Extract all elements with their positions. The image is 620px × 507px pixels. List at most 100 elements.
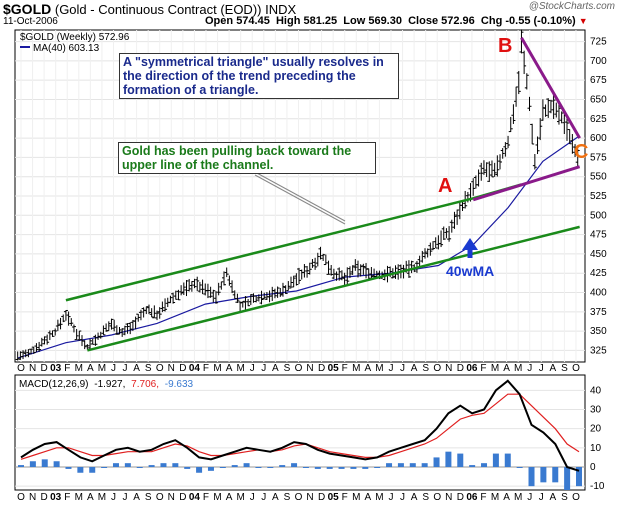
x-tick-label: 05 [328, 363, 340, 374]
x-tick-label: 03 [50, 363, 62, 374]
macd-x-tick-label: M [491, 492, 499, 503]
x-tick-label: D [41, 363, 48, 374]
macd-y-tick: 40 [590, 385, 602, 396]
macd-x-tick-label: J [250, 492, 255, 503]
macd-x-tick-label: N [306, 492, 313, 503]
price-y-tick: 550 [590, 172, 607, 183]
x-tick-label: F [64, 363, 70, 374]
channel-lower-line [87, 225, 580, 352]
macd-y-tick: -10 [590, 481, 605, 492]
price-y-tick: 350 [590, 326, 607, 337]
ma-arrow-head [462, 238, 478, 250]
macd-y-tick: 20 [590, 424, 602, 435]
x-tick-label: N [306, 363, 313, 374]
macd-histogram-bar [124, 463, 131, 467]
macd-histogram-bar [172, 463, 179, 467]
macd-x-tick-label: J [527, 492, 532, 503]
x-tick-label: O [17, 363, 25, 374]
macd-x-tick-label: F [64, 492, 70, 503]
price-y-tick: 400 [590, 288, 607, 299]
macd-histogram-bar [243, 463, 250, 467]
x-tick-label: M [213, 363, 221, 374]
macd-x-tick-label: N [168, 492, 175, 503]
macd-histogram-bar [136, 467, 143, 468]
macd-histogram-bar [492, 453, 499, 467]
x-tick-label: O [295, 363, 303, 374]
macd-histogram-bar [184, 467, 191, 469]
open-value: 574.45 [236, 15, 270, 27]
macd-x-tick-label: O [156, 492, 164, 503]
x-tick-label: M [352, 363, 360, 374]
macd-y-tick: 10 [590, 443, 602, 454]
macd-x-tick-label: 05 [328, 492, 340, 503]
x-tick-label: D [318, 363, 325, 374]
macd-histogram-bar [576, 467, 582, 487]
macd-histogram-bar [101, 467, 108, 468]
macd-x-tick-label: S [284, 492, 291, 503]
macd-x-tick-label: M [237, 492, 245, 503]
x-tick-label: F [203, 363, 209, 374]
x-tick-label: J [539, 363, 544, 374]
price-y-tick: 500 [590, 210, 607, 221]
price-y-tick: 725 [590, 37, 607, 48]
price-y-tick: 425 [590, 268, 607, 279]
macd-histogram-bar [457, 453, 464, 467]
macd-x-tick-label: S [145, 492, 152, 503]
price-y-tick: 700 [590, 56, 607, 67]
channel-note-pointer-shadow [254, 174, 346, 225]
macd-x-tick-label: M [213, 492, 221, 503]
macd-histogram-bar [397, 463, 404, 467]
macd-label: MACD(12,26,9) [19, 379, 88, 390]
x-tick-label: S [284, 363, 291, 374]
macd-histogram-bar [219, 467, 226, 468]
channel-note: Gold has been pulling back toward the up… [118, 142, 376, 174]
macd-histogram-bar [65, 467, 72, 469]
high-value: 581.25 [303, 15, 338, 27]
macd-histogram-bar [279, 465, 286, 467]
macd-histogram-bar [196, 467, 203, 473]
signal-value: 7.706, [131, 379, 159, 390]
macd-histogram-bar [53, 461, 60, 467]
macd-histogram-bar [481, 463, 488, 467]
x-tick-label: J [400, 363, 405, 374]
macd-histogram-bar [302, 467, 309, 468]
macd-x-tick-label: M [375, 492, 383, 503]
macd-x-tick-label: J [111, 492, 116, 503]
x-tick-label: J [388, 363, 393, 374]
macd-x-tick-label: O [17, 492, 25, 503]
macd-histogram-bar [516, 467, 523, 468]
macd-line [20, 379, 580, 472]
macd-x-tick-label: F [342, 492, 348, 503]
macd-x-tick-label: A [411, 492, 418, 503]
macd-x-tick-label: O [433, 492, 441, 503]
macd-histogram-bar [386, 463, 393, 467]
x-tick-label: J [261, 363, 266, 374]
triangle-upper-line [520, 36, 581, 139]
low-label: Low [343, 15, 366, 27]
date-stamp: 11-Oct-2006 [3, 16, 58, 27]
x-tick-label: S [561, 363, 568, 374]
macd-x-tick-label: J [123, 492, 128, 503]
macd-histogram-bar [421, 463, 428, 467]
x-tick-label: N [29, 363, 36, 374]
macd-x-tick-label: A [365, 492, 372, 503]
macd-histogram-bar [564, 467, 571, 490]
macd-x-tick-label: M [352, 492, 360, 503]
chart-title: $GOLD (Gold - Continuous Contract (EOD))… [3, 1, 296, 17]
x-tick-label: A [272, 363, 279, 374]
hist-value: -9.633 [165, 379, 194, 390]
price-y-tick: 600 [590, 133, 607, 144]
point-b-label: B [498, 35, 512, 57]
x-tick-label: O [572, 363, 580, 374]
price-y-tick: 575 [590, 152, 607, 163]
macd-x-tick-label: A [87, 492, 94, 503]
ma-callout-label: 40wMA [446, 263, 494, 279]
macd-x-tick-label: D [179, 492, 186, 503]
macd-x-tick-label: M [98, 492, 106, 503]
macd-x-tick-label: A [503, 492, 510, 503]
macd-x-tick-label: J [261, 492, 266, 503]
close-value: 572.96 [441, 15, 475, 27]
exchange: INDX [265, 2, 297, 17]
macd-x-tick-label: S [561, 492, 568, 503]
macd-x-tick-label: A [226, 492, 233, 503]
